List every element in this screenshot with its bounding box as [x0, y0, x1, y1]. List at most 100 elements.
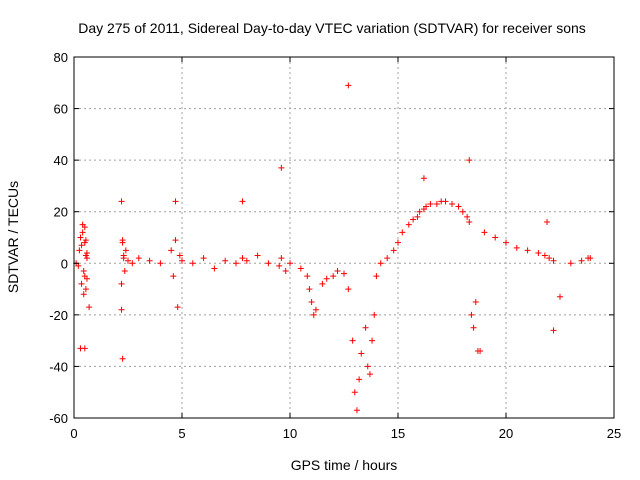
data-point [442, 198, 449, 205]
data-point [535, 249, 542, 256]
y-axis-label: SDTVAR / TECUs [5, 181, 21, 293]
data-point [119, 355, 126, 362]
data-point [75, 262, 82, 269]
data-point [83, 255, 90, 262]
x-tick-label: 15 [391, 426, 405, 441]
y-tick-label: -40 [49, 359, 68, 374]
data-point [433, 200, 440, 207]
y-tick-label: 60 [54, 102, 68, 117]
data-point [276, 262, 283, 269]
data-point [427, 200, 434, 207]
data-point [265, 260, 272, 267]
data-point [405, 221, 412, 228]
data-point [176, 252, 183, 259]
y-tick-label: 40 [54, 153, 68, 168]
data-point [334, 268, 341, 275]
data-point [121, 268, 128, 275]
data-point [306, 286, 313, 293]
data-point [82, 286, 89, 293]
data-point [341, 270, 347, 277]
data-point [81, 224, 88, 231]
data-point [492, 234, 499, 241]
data-point [369, 337, 376, 344]
data-point [330, 273, 337, 280]
data-point [468, 311, 475, 318]
data-point [80, 268, 87, 275]
data-points [73, 82, 594, 414]
data-point [416, 208, 423, 215]
data-point [119, 237, 126, 244]
data-point [481, 229, 488, 236]
data-point [122, 247, 129, 254]
data-point [81, 273, 88, 280]
data-point [83, 249, 90, 256]
data-point [399, 229, 406, 236]
data-point [541, 252, 548, 259]
data-point [474, 347, 481, 354]
data-point [470, 324, 477, 331]
data-point [129, 260, 136, 267]
data-point [410, 216, 417, 223]
data-point [81, 345, 88, 352]
data-point [366, 371, 373, 378]
data-point [118, 198, 125, 205]
data-point [172, 198, 179, 205]
data-point [304, 273, 311, 280]
data-point [349, 337, 356, 344]
data-point [358, 350, 365, 357]
data-point [200, 255, 207, 262]
data-point [174, 304, 181, 311]
data-point [395, 239, 401, 246]
data-point [239, 198, 246, 205]
y-tick-label: -20 [49, 308, 68, 323]
x-tick-label: 25 [607, 426, 621, 441]
data-point [546, 255, 553, 262]
data-point [179, 257, 185, 264]
data-point [459, 208, 466, 215]
data-point [351, 389, 358, 396]
data-point [420, 175, 427, 182]
data-point [157, 260, 164, 267]
y-tick-label: 20 [54, 205, 68, 220]
data-point [312, 306, 319, 313]
data-point [82, 237, 89, 244]
data-point [310, 311, 317, 318]
x-tick-label: 0 [70, 426, 77, 441]
data-point [377, 260, 384, 267]
data-point [390, 247, 397, 254]
data-point [211, 265, 218, 272]
data-point [345, 82, 352, 89]
data-point [125, 257, 131, 264]
data-point [118, 280, 125, 287]
data-point [423, 203, 430, 210]
data-point [371, 311, 378, 318]
data-point [414, 213, 421, 220]
data-point [557, 293, 563, 300]
data-point [373, 273, 380, 280]
data-point [239, 255, 246, 262]
data-point [135, 255, 142, 262]
data-point [81, 239, 88, 246]
plot-frame [73, 56, 615, 419]
data-point [353, 407, 360, 414]
data-point [503, 239, 509, 246]
data-point [170, 273, 177, 280]
data-point [384, 255, 391, 262]
data-point [146, 257, 153, 264]
x-tick-label: 10 [283, 426, 297, 441]
data-point [323, 275, 330, 282]
data-point [362, 324, 369, 331]
data-point [78, 242, 85, 249]
data-point [550, 257, 557, 264]
data-point [472, 298, 479, 305]
data-point [172, 237, 179, 244]
x-tick-label: 20 [499, 426, 513, 441]
x-tick-label: 5 [178, 426, 185, 441]
data-point [79, 229, 86, 236]
grid-lines [74, 57, 614, 418]
data-point [544, 219, 551, 226]
data-point [466, 157, 473, 164]
data-point [278, 255, 285, 262]
chart-title: Day 275 of 2011, Sidereal Day-to-day VTE… [78, 20, 586, 36]
